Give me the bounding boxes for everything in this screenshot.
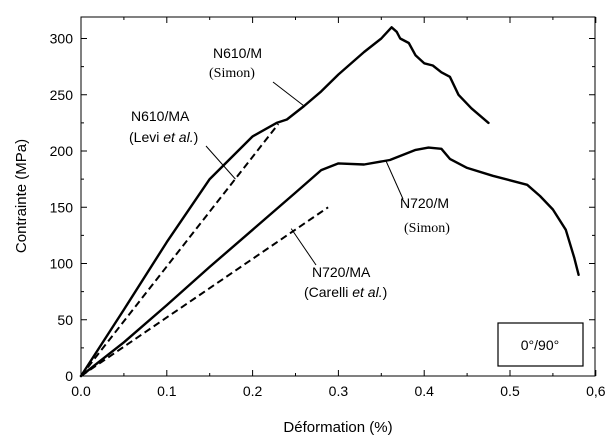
y-axis-title: Contrainte (MPa) [13, 139, 30, 253]
y-tick-label: 50 [57, 312, 73, 328]
x-tick-label: 0.4 [414, 383, 434, 399]
layup-label-box [497, 322, 584, 367]
annotation-n720m-source: (Simon) [404, 221, 450, 236]
x-tick-label: 0.3 [329, 383, 349, 399]
annotation-n610m-source: (Simon) [209, 66, 255, 81]
x-axis-title: Déformation (%) [283, 419, 392, 436]
leader-n720ma [290, 228, 317, 266]
y-tick-label: 250 [50, 87, 74, 103]
x-tick-label: 0.0 [71, 383, 91, 399]
curve-n720ma [80, 206, 329, 377]
annotation-n610m-title: N610/M [213, 45, 262, 61]
curves [79, 26, 580, 378]
curve-n610m [79, 26, 490, 378]
annotation-n720m-title: N720/M [400, 195, 449, 211]
curve-n610ma [80, 123, 280, 377]
layup-label: 0°/90° [521, 337, 559, 353]
annotation-n610ma-title: N610/MA [131, 108, 190, 124]
y-tick-label: 100 [50, 256, 74, 272]
x-tick-label: 0,6 [586, 383, 606, 399]
y-tick-label: 200 [50, 143, 74, 159]
y-tick-label: 300 [50, 31, 74, 47]
x-tick-label: 0.2 [243, 383, 263, 399]
x-tick-label: 0.1 [157, 383, 177, 399]
annotation-n720ma-title: N720/MA [312, 264, 371, 280]
leader-n610m [272, 81, 305, 107]
leader-n610ma [205, 145, 236, 180]
plot-frame [80, 16, 596, 377]
annotation-n720ma-source: (Carelli et al.) [304, 284, 387, 300]
leader-n720m [385, 159, 404, 200]
y-tick-label: 150 [50, 199, 74, 215]
annotation-leaders [205, 81, 404, 266]
x-tick-label: 0.5 [500, 383, 520, 399]
axis-ticks: 0.0 0.1 0.2 0.3 0.4 0.5 0,6 0 50 100 150 200 250 300 [50, 17, 606, 399]
curve-n720m [79, 146, 580, 378]
y-tick-label: 0 [65, 368, 73, 384]
annotation-n610ma-source: (Levi et al.) [129, 129, 198, 145]
